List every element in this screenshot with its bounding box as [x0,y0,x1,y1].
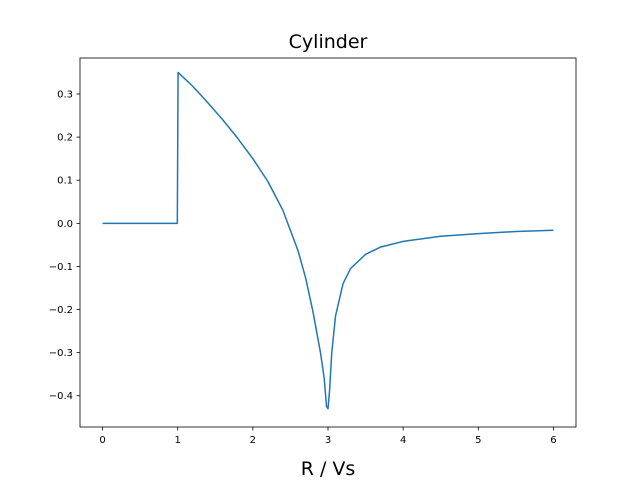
y-tick-label: 0.1 [57,176,73,187]
series-line-0 [102,71,554,410]
chart-title: Cylinder [289,31,368,53]
y-tick-label: 0.0 [57,219,73,230]
x-axis-label: R / Vs [301,458,356,480]
y-tick-label: 0.3 [57,89,73,100]
x-tick-label: 3 [325,435,331,446]
x-tick-label: 0 [99,435,105,446]
y-tick-label: −0.1 [49,262,73,273]
y-tick-label: −0.3 [49,348,73,359]
x-tick-label: 1 [175,435,181,446]
y-tick-label: −0.4 [49,391,73,402]
x-tick-label: 5 [475,435,481,446]
plot-area [102,71,554,410]
x-tick-label: 6 [550,435,556,446]
x-tick-label: 4 [400,435,406,446]
axes: 0 1 2 3 4 5 6 −0.4 −0.3 −0.2 −0.1 0.0 0.1 0.2 0.3 [49,57,577,446]
y-tick-label: −0.2 [49,305,73,316]
plot-frame [79,57,577,428]
x-tick-label: 2 [250,435,256,446]
y-tick-label: 0.2 [57,133,73,144]
